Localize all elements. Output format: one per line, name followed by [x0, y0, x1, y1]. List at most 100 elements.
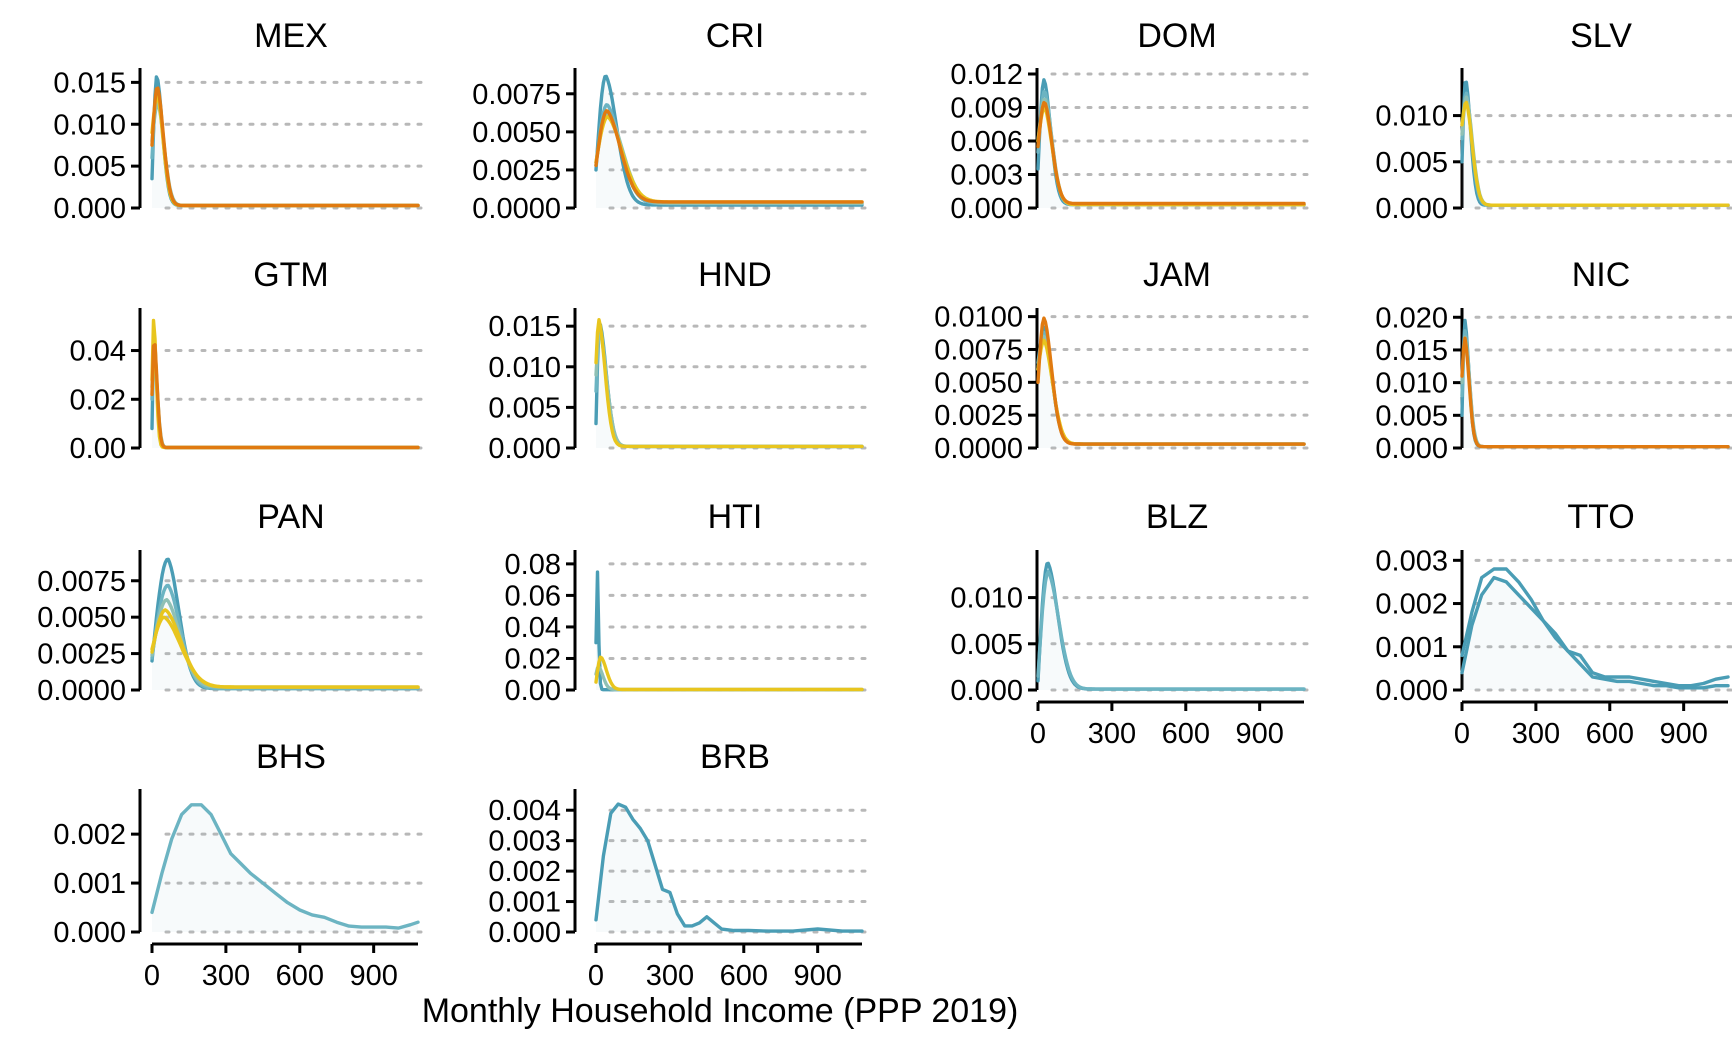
panel-title: GTM [253, 256, 329, 294]
density-line [1460, 575, 1730, 688]
y-tick-label: 0.00 [505, 675, 561, 707]
y-tick-label: 0.0000 [934, 433, 1023, 465]
x-tick-label: 0 [588, 960, 604, 992]
y-tick-label: 0.0050 [934, 367, 1023, 399]
density-area [1462, 82, 1728, 208]
y-tick-label: 0.001 [53, 868, 126, 900]
y-tick-label: 0.04 [70, 336, 126, 368]
y-tick-label: 0.0075 [934, 334, 1023, 366]
panel-hnd: HND 0.000 0.005 0.010 0.015 [488, 256, 868, 465]
density-line [1036, 100, 1306, 206]
panel-title: MEX [254, 17, 328, 55]
y-tick-label: 0.0025 [37, 639, 126, 671]
y-tick-label: 0.000 [950, 675, 1023, 707]
y-tick-label: 0.02 [70, 384, 126, 416]
density-line [1036, 334, 1306, 446]
x-tick-label: 900 [1659, 718, 1707, 750]
panel-pan: PAN 0.0000 0.0025 0.0050 0.0075 [37, 498, 424, 707]
y-tick-label: 0.04 [505, 612, 561, 644]
y-tick-label: 0.0000 [472, 193, 561, 225]
y-tick-label: 0.000 [1375, 433, 1448, 465]
y-tick-label: 0.005 [1375, 147, 1448, 179]
x-tick-label: 300 [202, 960, 250, 992]
density-line [1460, 567, 1730, 690]
y-tick-label: 0.010 [488, 352, 561, 384]
panel-title: BLZ [1146, 498, 1208, 536]
panel-title: CRI [706, 17, 765, 55]
y-tick-label: 0.012 [950, 59, 1023, 91]
y-tick-label: 0.000 [488, 917, 561, 949]
density-line [594, 109, 864, 204]
density-area [152, 76, 418, 209]
density-line [150, 86, 420, 208]
density-line [1036, 325, 1306, 446]
x-tick-label: 600 [720, 960, 768, 992]
density-line [1036, 561, 1306, 691]
y-tick-label: 0.010 [950, 583, 1023, 615]
x-tick-label: 600 [276, 960, 324, 992]
y-tick-label: 0.0025 [472, 155, 561, 187]
y-tick-label: 0.000 [1375, 675, 1448, 707]
y-tick-label: 0.002 [53, 819, 126, 851]
panel-title: SLV [1570, 17, 1632, 55]
density-line [150, 75, 420, 208]
y-tick-label: 0.005 [950, 629, 1023, 661]
density-line [1460, 336, 1730, 449]
y-tick-label: 0.003 [488, 826, 561, 858]
density-line [594, 802, 864, 933]
panel-title: DOM [1137, 17, 1216, 55]
panel-hti: HTI 0.000.020.040.060.08 [505, 498, 868, 707]
y-tick-label: 0.08 [505, 549, 561, 581]
density-line [1036, 338, 1306, 446]
y-tick-label: 0.00 [70, 433, 126, 465]
density-line [150, 353, 420, 450]
y-tick-label: 0.0075 [472, 79, 561, 111]
panel-bhs: BHS 0.000 0.001 0.002 0 300 600 900 [53, 738, 424, 992]
y-tick-label: 0.010 [53, 109, 126, 141]
density-area [1038, 327, 1304, 448]
y-tick-label: 0.005 [488, 392, 561, 424]
density-line [594, 570, 864, 692]
panel-gtm: GTM 0.00 0.02 0.04 [70, 256, 424, 465]
density-line [594, 655, 864, 692]
density-line [1460, 335, 1730, 449]
density-area [596, 324, 862, 448]
y-tick-label: 0.02 [505, 643, 561, 675]
y-tick-label: 0.015 [53, 67, 126, 99]
y-tick-label: 0.0050 [472, 117, 561, 149]
panel-tto: TTO 0.000 0.001 0.002 0.003 0 300 600 900 [1375, 498, 1732, 750]
y-tick-label: 0.015 [488, 311, 561, 343]
panel-title: JAM [1143, 256, 1211, 294]
y-tick-label: 0.002 [488, 856, 561, 888]
panel-title: BRB [700, 738, 770, 776]
y-tick-label: 0.005 [53, 151, 126, 183]
y-tick-label: 0.0025 [934, 400, 1023, 432]
density-line [1460, 91, 1730, 207]
density-area [152, 559, 418, 690]
x-tick-label: 900 [349, 960, 397, 992]
x-tick-label: 0 [1454, 718, 1470, 750]
density-line [150, 339, 420, 450]
y-tick-label: 0.000 [53, 193, 126, 225]
y-tick-label: 0.0050 [37, 602, 126, 634]
y-tick-label: 0.006 [950, 126, 1023, 158]
x-tick-label: 600 [1162, 718, 1210, 750]
density-line [1036, 570, 1306, 691]
y-tick-label: 0.002 [1375, 589, 1448, 621]
panel-title: TTO [1567, 498, 1634, 536]
panel-slv: SLV 0.000 0.005 0.010 [1375, 17, 1732, 225]
y-tick-label: 0.020 [1375, 302, 1448, 334]
y-tick-label: 0.0000 [37, 675, 126, 707]
y-tick-label: 0.009 [950, 93, 1023, 125]
panel-mex: MEX 0.000 0.005 0.010 0.015 [53, 17, 424, 225]
density-area [1462, 320, 1728, 448]
density-line [1036, 97, 1306, 207]
y-tick-label: 0.010 [1375, 101, 1448, 133]
density-line [150, 615, 420, 689]
x-tick-label: 900 [1235, 718, 1283, 750]
